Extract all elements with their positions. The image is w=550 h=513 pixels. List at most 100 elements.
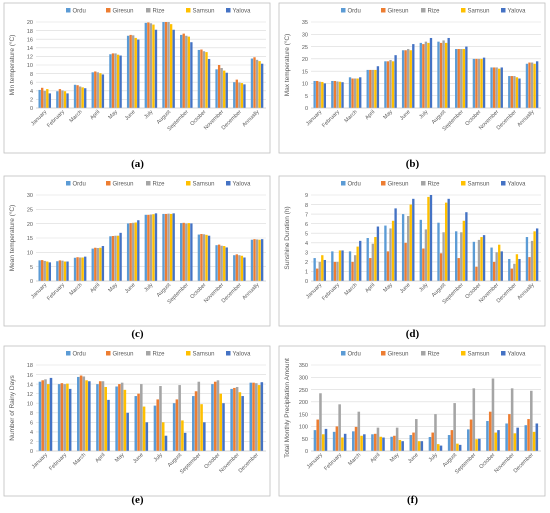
- x-tick-label: July: [418, 282, 429, 293]
- bar-giresun: [76, 85, 79, 108]
- bar-yalova: [482, 235, 486, 281]
- bar-ordu: [215, 69, 218, 108]
- y-tick-label: 2: [305, 260, 308, 266]
- bar-giresun: [147, 214, 150, 281]
- bar-samsun: [205, 52, 208, 108]
- y-tick-label: 300: [299, 375, 308, 381]
- legend-swatch-ordu: [66, 351, 71, 356]
- legend-swatch-ordu: [341, 351, 346, 356]
- bar-giresun: [469, 419, 473, 451]
- bar-yalova: [412, 44, 415, 108]
- y-tick-label: 12: [27, 392, 33, 398]
- bar-yalova: [401, 441, 404, 451]
- bar-giresun: [316, 80, 319, 108]
- bar-giresun: [335, 426, 339, 451]
- bar-giresun: [528, 257, 531, 281]
- panel-a: 0 2 4 6 8 10 12 14 16 18 20 Min temperature (°C) Jan…: [0, 0, 275, 170]
- bar-samsun: [379, 436, 382, 451]
- bar-giresun: [422, 44, 425, 108]
- bar-samsun: [456, 443, 459, 451]
- bar-rize: [149, 23, 153, 108]
- bar-yalova: [119, 55, 122, 108]
- bar-samsun: [480, 58, 483, 108]
- bar-giresun: [60, 383, 64, 451]
- bar-rize: [114, 235, 117, 281]
- bar-giresun: [182, 222, 185, 281]
- bar-samsun: [338, 250, 342, 281]
- y-tick-label: 4: [305, 241, 308, 247]
- x-tick-label: July: [428, 452, 439, 463]
- bar-yalova: [172, 213, 175, 281]
- legend-label-rize: Rize: [428, 181, 441, 187]
- bar-rize: [460, 232, 463, 281]
- caption-d: (d): [405, 328, 420, 340]
- x-tick-label: July: [418, 109, 429, 120]
- bar-giresun: [111, 53, 115, 108]
- legend-swatch-ordu: [66, 181, 71, 186]
- bar-ordu: [180, 223, 183, 281]
- bar-giresun: [492, 67, 496, 108]
- legend-swatch-samsun: [186, 8, 191, 13]
- legend-swatch-yalova: [226, 181, 231, 186]
- bar-yalova: [48, 262, 52, 281]
- bar-samsun: [240, 83, 244, 108]
- bar-ordu: [455, 49, 458, 108]
- bar-ordu: [109, 236, 112, 281]
- y-tick-label: 9: [305, 193, 308, 199]
- bar-samsun: [219, 393, 222, 451]
- bar-giresun: [235, 254, 238, 281]
- bar-rize: [185, 223, 188, 281]
- bar-ordu: [180, 34, 183, 108]
- bar-samsun: [142, 406, 146, 451]
- y-tick-label: 15: [302, 69, 308, 75]
- caption-c: (c): [131, 328, 144, 340]
- bar-yalova: [535, 228, 539, 281]
- y-axis-label: Min temperature (°C): [8, 35, 16, 96]
- legend-label-rize: Rize: [428, 351, 441, 357]
- bar-rize: [63, 384, 66, 451]
- bar-samsun: [515, 254, 519, 281]
- y-tick-label: 4: [30, 430, 33, 436]
- legend-label-samsun: Samsun: [193, 181, 215, 187]
- y-axis-label: Number of Rainy Days: [9, 375, 16, 441]
- bar-rize: [460, 49, 463, 108]
- bar-giresun: [111, 235, 115, 281]
- bar-samsun: [374, 237, 377, 281]
- bar-yalova: [500, 67, 503, 108]
- y-tick-label: 14: [27, 382, 33, 388]
- bar-giresun: [450, 430, 454, 451]
- bar-rize: [415, 419, 418, 451]
- bar-samsun: [223, 70, 226, 108]
- bar-yalova: [324, 428, 328, 451]
- bar-giresun: [217, 244, 221, 281]
- bar-yalova: [154, 213, 158, 281]
- bar-rize: [185, 35, 188, 109]
- y-tick-label: 10: [27, 63, 33, 69]
- bar-samsun: [498, 244, 501, 281]
- bar-samsun: [66, 383, 69, 451]
- y-axis-label: Sunshine Duration (h): [284, 206, 291, 269]
- bar-samsun: [63, 261, 67, 281]
- bar-ordu: [390, 436, 393, 451]
- y-axis-label: Max temperature (°C): [283, 34, 291, 97]
- bar-yalova: [207, 235, 211, 281]
- bar-ordu: [109, 54, 112, 108]
- bar-ordu: [419, 219, 422, 281]
- y-tick-label: 0: [30, 449, 33, 455]
- bar-rize: [61, 260, 64, 281]
- bar-samsun: [374, 69, 377, 108]
- bar-ordu: [233, 255, 236, 281]
- bar-giresun: [492, 261, 496, 281]
- bar-ordu: [384, 225, 387, 281]
- bar-yalova: [394, 208, 397, 281]
- bar-yalova: [225, 72, 228, 108]
- y-tick-label: 50: [302, 437, 308, 443]
- bar-rize: [442, 232, 445, 281]
- bar-ordu: [192, 396, 195, 451]
- bar-ordu: [472, 58, 476, 108]
- bar-yalova: [518, 78, 521, 108]
- y-tick-label: 20: [27, 222, 33, 228]
- bar-giresun: [333, 261, 337, 281]
- bar-ordu: [331, 251, 334, 281]
- legend-label-rize: Rize: [428, 8, 441, 14]
